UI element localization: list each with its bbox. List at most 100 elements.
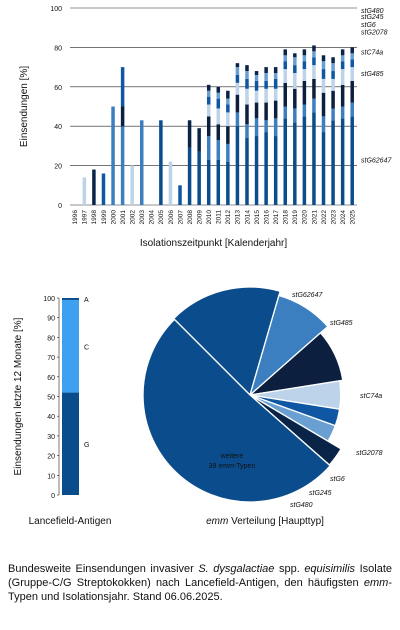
bar-segment-stG485 [273, 118, 278, 137]
y-tick-label: 0 [58, 203, 62, 210]
bar-segment-stG2078 [235, 82, 240, 95]
bar-segment-stG2078 [273, 88, 278, 101]
bar-segment-stG2078 [264, 88, 268, 103]
lancefield-segment-A [62, 298, 79, 300]
bar-segment-stG245 [283, 55, 287, 62]
bar-segment-stG62647 [331, 120, 335, 205]
bar-segment-stG245 [312, 51, 316, 58]
y-tick-label: 90 [47, 316, 55, 323]
bar-segment-stG62647 [235, 126, 240, 205]
bar-segment-stG6 [101, 173, 106, 205]
x-tick-label: 2002 [129, 210, 136, 225]
bar-segment-stG480 [226, 90, 230, 99]
x-tick-label: 2001 [120, 210, 127, 225]
bar-segment-stC74a [312, 78, 316, 99]
x-tick-label: 1999 [101, 210, 108, 225]
bar-segment-stG245 [245, 71, 249, 79]
bar-segment-stG485 [302, 104, 307, 117]
x-tick-label: 2022 [321, 210, 328, 225]
bar-segment-stG245 [226, 98, 230, 105]
bar-segment-stG6 [254, 80, 259, 91]
x-axis-title: emm Verteilung [Haupttyp] [206, 516, 324, 527]
slice-label: stG2078 [356, 450, 383, 457]
pie-slice-stG485 [248, 294, 329, 397]
bar-segment-stG245 [273, 73, 278, 79]
bar-segment-stG2078 [245, 88, 249, 105]
bar-segment-stG245 [293, 57, 297, 66]
x-tick-label: 2006 [168, 210, 175, 225]
x-tick-label: 2012 [225, 210, 232, 225]
bar-segment-stG480 [254, 71, 259, 75]
x-tick-label: 2008 [187, 210, 194, 225]
y-tick-label: 100 [50, 6, 62, 13]
bar-segment-stG480 [283, 49, 287, 56]
series-label: stC74a [361, 49, 383, 56]
bar-segment-stG2078 [283, 69, 287, 83]
slice-label: stG62647 [292, 292, 323, 299]
bar-segment-stG2078 [293, 73, 297, 89]
x-tick-label: 2003 [139, 210, 146, 225]
bar-segment-stC74a [216, 124, 221, 140]
y-axis-title: Einsendungen [%] [19, 66, 30, 147]
bar-segment-stG480 [92, 169, 96, 205]
y-tick-label: 0 [51, 493, 55, 500]
series-label: stG485 [361, 71, 384, 78]
bar-segment-stG62647 [273, 136, 278, 205]
bar-segment-stG485 [350, 102, 354, 117]
bar-segment-stG2078 [340, 69, 345, 85]
slice-label: stG245 [309, 490, 332, 497]
bar-segment-stG245 [206, 90, 211, 97]
bar-segment-stG62647 [293, 122, 297, 205]
bar-segment-stG2078 [216, 108, 221, 125]
slice-label: stG485 [330, 320, 353, 327]
bar-segment-stG485 [206, 136, 211, 160]
bar-segment-stC74a [264, 102, 268, 121]
inner-label-line2: 39 emm-Typen [209, 463, 256, 470]
x-tick-label: 2024 [340, 210, 347, 225]
y-tick-label: 10 [47, 473, 55, 480]
bar-segment-stG62647 [350, 116, 354, 205]
bar-segment-stG6 [226, 104, 230, 113]
series-label: stG245 [361, 14, 384, 21]
bar-segment-stG485 [120, 126, 125, 205]
bar-segment-stG2078 [321, 78, 326, 93]
bar-segment-stG2078 [254, 90, 259, 103]
bar-segment-stG245 [350, 53, 354, 60]
bar-segment-stG62647 [187, 147, 192, 205]
bar-segment-stG480 [302, 49, 307, 56]
bar-segment-stG6 [312, 57, 316, 66]
bar-segment-stG62647 [302, 116, 307, 205]
bar-segment-stC74a [226, 126, 230, 144]
bar-segment-stG245 [340, 55, 345, 62]
emm-pie-chart: stG62647 stG485 stC74a stG2078 stG6 stG245 stG… [142, 286, 383, 527]
bar-segment-stG485 [140, 120, 144, 205]
bar-segment-stG6 [235, 74, 240, 83]
bar-segment-stG62647 [226, 161, 230, 205]
x-axis-title: Lancefield-Antigen [29, 516, 112, 527]
pie-slice-weitere-39-emm-Typen [142, 318, 332, 503]
segment-label: C [84, 344, 89, 351]
bar-segment-stG485 [283, 106, 287, 119]
y-tick-label: 50 [47, 395, 55, 402]
bar-segment-stG245 [321, 61, 326, 70]
bar-segment-stC74a [350, 80, 354, 103]
slice-label: stG6 [330, 476, 345, 483]
x-tick-label: 2010 [206, 210, 213, 225]
y-tick-label: 20 [47, 454, 55, 461]
y-tick-label: 40 [54, 124, 62, 131]
bar-segment-stG480 [206, 84, 211, 91]
pie-slice-stG62647 [172, 286, 281, 397]
bar-segment-stC74a [302, 80, 307, 105]
x-tick-label: 2025 [350, 210, 357, 225]
bar-segment-stG2078 [82, 177, 87, 205]
bar-segment-stG2078 [350, 67, 354, 81]
x-tick-label: 2004 [149, 210, 156, 225]
y-axis-title: Einsendungen letzte 12 Monate [%] [13, 317, 24, 475]
bar-segment-stG62647 [283, 118, 287, 205]
inner-label-line1: weitere [220, 453, 244, 460]
figure-caption: Bundesweite Einsendungen invasiver S. dy… [8, 563, 393, 603]
x-tick-label: 2000 [110, 210, 117, 225]
x-tick-label: 2020 [302, 210, 309, 225]
bar-segment-stG62647 [254, 136, 259, 205]
